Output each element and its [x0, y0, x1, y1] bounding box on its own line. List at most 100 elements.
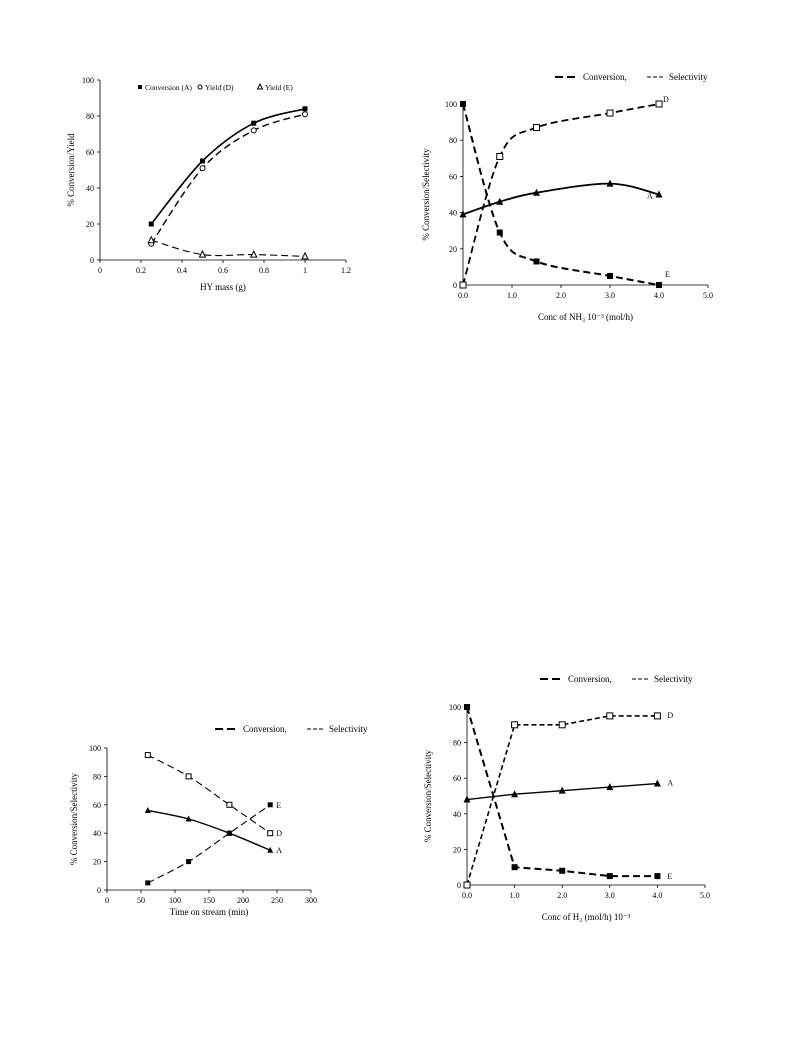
data-point [606, 712, 614, 720]
data-point [496, 197, 504, 205]
y-axis-label: % Conversion/Selectivity [423, 749, 433, 842]
legend-marker [197, 84, 203, 90]
data-point [250, 127, 257, 134]
data-point [511, 864, 518, 871]
series-line-0 [462, 182, 660, 216]
data-point [655, 190, 663, 198]
data-point [459, 210, 467, 218]
x-tick-label: 150 [203, 896, 215, 905]
x-tick-label: 2.0 [557, 891, 567, 900]
y-tick-label: 0 [457, 881, 461, 890]
series-label: D [276, 829, 282, 838]
data-point [606, 783, 614, 791]
series-label: D [667, 711, 673, 720]
x-tick-label: 250 [271, 896, 283, 905]
y-tick-label: 80 [93, 772, 101, 781]
y-tick-label: 100 [445, 100, 457, 109]
nh3-concentration-chart: 0.0 1.0 2.0 3.0 4.0 5.0 0 20 40 60 80 100 Conc of NH… [421, 72, 713, 322]
data-point [267, 830, 274, 837]
data-point [511, 721, 519, 729]
data-point [226, 830, 232, 836]
data-point [656, 282, 662, 288]
y-tick-label: 60 [86, 148, 94, 157]
x-tick-label: 200 [237, 896, 249, 905]
data-point [186, 859, 192, 865]
y-tick-label: 40 [86, 184, 94, 193]
data-point [144, 806, 151, 813]
y-tick-label: 40 [449, 209, 457, 218]
x-tick-label: 5.0 [703, 291, 713, 300]
legend-label: Selectivity [329, 724, 368, 734]
legend-label: Yield (D) [205, 83, 234, 92]
data-point [185, 815, 192, 822]
data-point [463, 795, 471, 803]
x-tick-label: 0.6 [218, 266, 228, 275]
data-point [533, 124, 540, 132]
legend-marker [138, 85, 142, 89]
x-tick-label: 1.0 [507, 291, 517, 300]
data-point [463, 881, 471, 889]
series-line-2 [462, 103, 660, 286]
x-tick-label: 0.4 [177, 266, 187, 275]
x-tick-label: 3.0 [605, 291, 615, 300]
x-axis-label: HY mass (g) [200, 282, 246, 292]
data-point [301, 251, 309, 260]
legend-label: Selectivity [669, 72, 708, 82]
time-on-stream-chart: 0 50 100 150 200 250 300 0 20 40 60 80 100 Time on st… [69, 724, 368, 917]
x-tick-label: 0.0 [458, 291, 468, 300]
legend-marker [256, 82, 264, 90]
series-label: D [663, 95, 669, 104]
legend-label: Conversion, [568, 674, 612, 684]
data-point [533, 258, 540, 265]
data-point [464, 704, 470, 710]
y-tick-label: 0 [453, 281, 457, 290]
y-tick-label: 100 [89, 744, 101, 753]
y-tick-label: 60 [453, 774, 461, 783]
y-axis-label: % Conversion/Selectivity [69, 772, 79, 865]
data-point [226, 801, 233, 808]
x-tick-label: 100 [169, 896, 181, 905]
data-point [249, 249, 258, 258]
series-line-1 [147, 754, 271, 834]
x-tick-label: 0.2 [136, 266, 146, 275]
legend-label: Conversion (A) [145, 83, 192, 92]
x-tick-label: 300 [305, 896, 317, 905]
data-point [533, 188, 540, 196]
series-label: E [276, 801, 281, 810]
y-tick-label: 40 [453, 810, 461, 819]
series-label: A [647, 192, 653, 201]
data-point [148, 221, 154, 227]
hy-mass-chart: 0 0.2 0.4 0.6 0.8 1 1.2 0 20 40 60 80 100 HY mass (g)… [66, 76, 351, 292]
y-tick-label: 100 [82, 76, 94, 85]
data-point [558, 786, 566, 794]
data-point [145, 880, 151, 886]
series-line-0 [150, 108, 306, 225]
data-point [198, 249, 207, 258]
data-point [654, 873, 661, 880]
data-point [460, 101, 466, 107]
data-point [302, 106, 308, 112]
y-tick-label: 60 [449, 172, 457, 181]
legend-label: Yield (E) [265, 83, 293, 92]
x-tick-label: 1.2 [341, 266, 351, 275]
y-tick-label: 80 [86, 112, 94, 121]
data-point [606, 873, 613, 880]
series-label: A [276, 846, 282, 855]
series-label: A [667, 779, 673, 788]
y-tick-label: 0 [97, 886, 101, 895]
legend-label: Selectivity [654, 674, 693, 684]
data-point [606, 109, 614, 117]
x-tick-label: 2.0 [556, 291, 566, 300]
x-tick-label: 3.0 [605, 891, 615, 900]
x-tick-label: 1 [303, 266, 307, 275]
x-tick-label: 0.0 [462, 891, 472, 900]
data-point [558, 721, 566, 729]
x-axis-label: Conc of H₂ (mol/h) 10⁻³ [542, 912, 631, 922]
data-point [496, 152, 504, 160]
data-point [655, 100, 663, 108]
data-point [302, 111, 308, 118]
x-tick-label: 1.0 [510, 891, 520, 900]
data-point [607, 272, 613, 279]
data-point [559, 867, 566, 874]
x-axis-label: Time on stream (min) [170, 907, 248, 917]
